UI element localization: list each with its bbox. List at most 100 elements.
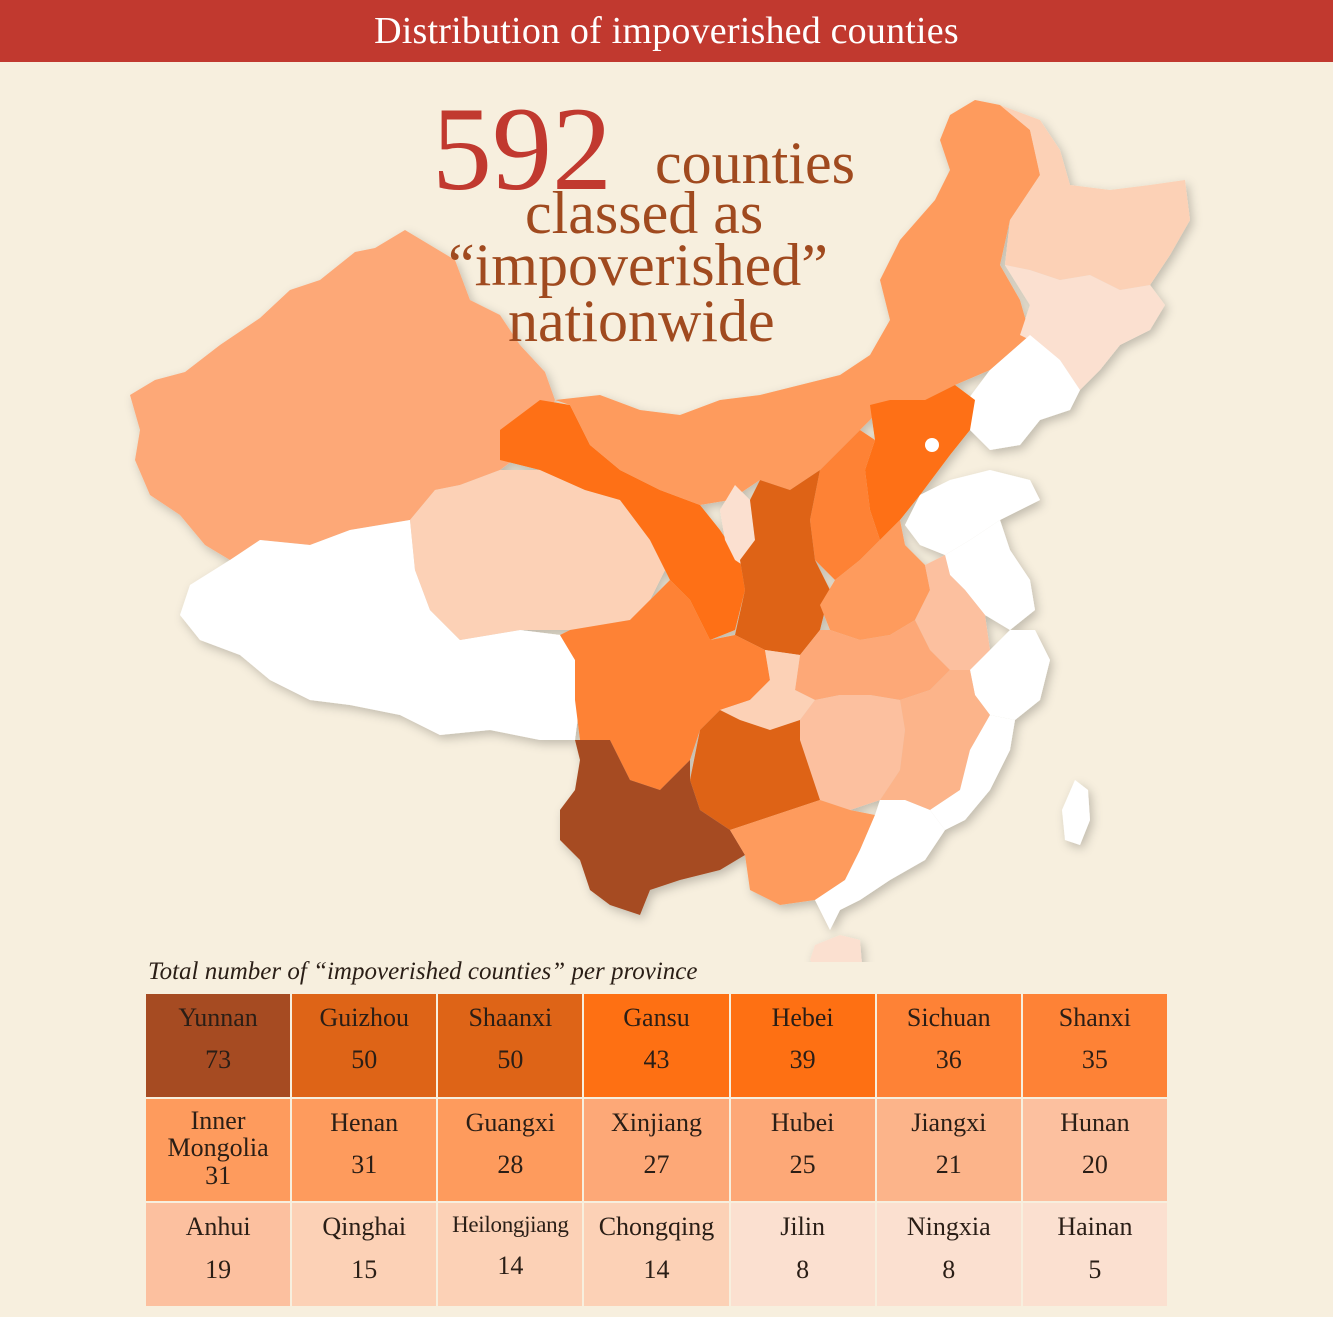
province-value: 21 <box>935 1149 962 1179</box>
region-qinghai <box>410 470 665 640</box>
province-name: Chongqing <box>598 1212 715 1242</box>
province-value: 5 <box>1088 1254 1102 1284</box>
headline: 592 counties classed as “impoverished” n… <box>420 89 940 355</box>
province-name: Jilin <box>780 1212 826 1242</box>
province-cell: Heilongjiang 14 <box>438 1203 583 1306</box>
province-value: 28 <box>497 1149 524 1179</box>
province-name: Shanxi <box>1058 1003 1132 1032</box>
table-caption: Total number of “impoverished counties” … <box>148 958 698 985</box>
region-jiangsu <box>945 520 1035 630</box>
province-cell: Gansu 43 <box>584 994 729 1097</box>
province-cell: Henan 31 <box>292 1098 437 1202</box>
province-cell: Anhui 19 <box>146 1203 291 1306</box>
province-value: 31 <box>351 1149 378 1179</box>
province-value: 73 <box>205 1045 232 1075</box>
province-name: Guizhou <box>319 1003 409 1032</box>
province-name: Gansu <box>623 1003 690 1032</box>
province-name: Hainan <box>1057 1212 1133 1242</box>
province-value: 8 <box>796 1254 810 1284</box>
province-cell: Hebei 39 <box>730 994 875 1097</box>
region-hunan <box>800 695 905 810</box>
headline-line-2: classed as <box>525 180 764 246</box>
region-inner-mongolia <box>555 100 1040 505</box>
province-cell: Xinjiang 27 <box>584 1098 729 1202</box>
province-name: Jiangxi <box>911 1107 987 1137</box>
province-value: 8 <box>942 1254 956 1284</box>
region-anhui <box>915 555 990 670</box>
region-shanxi <box>810 430 880 580</box>
province-cell: Shanxi 35 <box>1022 994 1167 1097</box>
province-cell: Jiangxi 21 <box>876 1098 1021 1202</box>
region-tibet <box>180 520 580 740</box>
province-value: 27 <box>643 1149 670 1179</box>
region-guangxi <box>730 800 875 905</box>
headline-number: 592 <box>432 82 612 215</box>
province-table: Yunnan 73 Guizhou 50 Shaanxi 50 Gansu 43 Hebei 39… <box>146 994 1167 1306</box>
headline-line-3: “impoverished” <box>448 232 828 298</box>
region-henan <box>820 520 930 640</box>
province-cell: Guangxi 28 <box>438 1098 583 1202</box>
province-value: 43 <box>643 1045 670 1075</box>
province-name: Guangxi <box>465 1107 556 1137</box>
region-zhejiang <box>970 630 1050 720</box>
region-jiangxi <box>880 670 990 810</box>
region-heilongjiang <box>1000 105 1190 290</box>
province-name: Inner Mongolia <box>167 1105 269 1162</box>
province-name: Hebei <box>771 1003 834 1032</box>
region-guangdong <box>815 800 945 930</box>
region-shandong <box>905 470 1040 555</box>
province-cell: Jilin 8 <box>730 1203 875 1306</box>
province-cell: Qinghai 15 <box>292 1203 437 1306</box>
beijing-marker <box>925 438 939 452</box>
province-value: 19 <box>205 1254 232 1284</box>
region-shaanxi <box>735 470 830 655</box>
region-guizhou <box>690 710 820 830</box>
province-name: Anhui <box>185 1212 251 1242</box>
province-cell: Chongqing 14 <box>584 1203 729 1306</box>
province-value: 39 <box>789 1045 816 1075</box>
region-hainan <box>810 935 862 962</box>
province-value: 14 <box>643 1254 670 1284</box>
china-map <box>130 100 1190 962</box>
province-name: Hunan <box>1060 1107 1130 1137</box>
province-value: 35 <box>1081 1045 1108 1075</box>
province-cell: Sichuan 36 <box>876 994 1021 1097</box>
region-sichuan <box>560 580 770 790</box>
province-cell: Yunnan 73 <box>146 994 291 1097</box>
province-name: Yunnan <box>178 1003 258 1032</box>
headline-line-1: counties <box>655 130 855 196</box>
region-fujian <box>930 715 1015 830</box>
province-cell: Ningxia 8 <box>876 1203 1021 1306</box>
page-title: Distribution of impoverished counties <box>374 10 959 52</box>
region-liaoning <box>960 335 1080 450</box>
region-yunnan <box>560 740 745 915</box>
province-value: 15 <box>351 1254 378 1284</box>
province-value: 14 <box>497 1251 524 1281</box>
province-cell: Hainan 5 <box>1022 1203 1167 1306</box>
province-value: 25 <box>789 1149 816 1179</box>
province-value: 31 <box>205 1161 232 1191</box>
province-cell: Hunan 20 <box>1022 1098 1167 1202</box>
province-value: 50 <box>497 1045 524 1075</box>
region-ningxia <box>720 485 755 570</box>
region-gansu <box>500 400 745 640</box>
province-name: Hubei <box>770 1107 835 1137</box>
province-name: Ningxia <box>906 1212 991 1242</box>
province-value: 20 <box>1081 1149 1108 1179</box>
province-value: 50 <box>351 1045 378 1075</box>
province-cell: Inner Mongolia 31 <box>146 1098 291 1202</box>
region-hebei <box>865 385 975 540</box>
province-name: Xinjiang <box>610 1107 702 1137</box>
province-name: Henan <box>330 1107 399 1137</box>
province-name: Shaanxi <box>468 1003 553 1032</box>
region-taiwan <box>1062 780 1090 845</box>
header-bar: Distribution of impoverished counties <box>0 0 1333 62</box>
region-hubei <box>795 620 950 700</box>
province-cell: Shaanxi 50 <box>438 994 583 1097</box>
province-name: Qinghai <box>322 1212 407 1242</box>
province-cell: Guizhou 50 <box>292 994 437 1097</box>
province-value: 36 <box>935 1045 962 1075</box>
province-cell: Hubei 25 <box>730 1098 875 1202</box>
province-name: Heilongjiang <box>452 1212 569 1238</box>
region-jilin <box>1005 265 1165 390</box>
